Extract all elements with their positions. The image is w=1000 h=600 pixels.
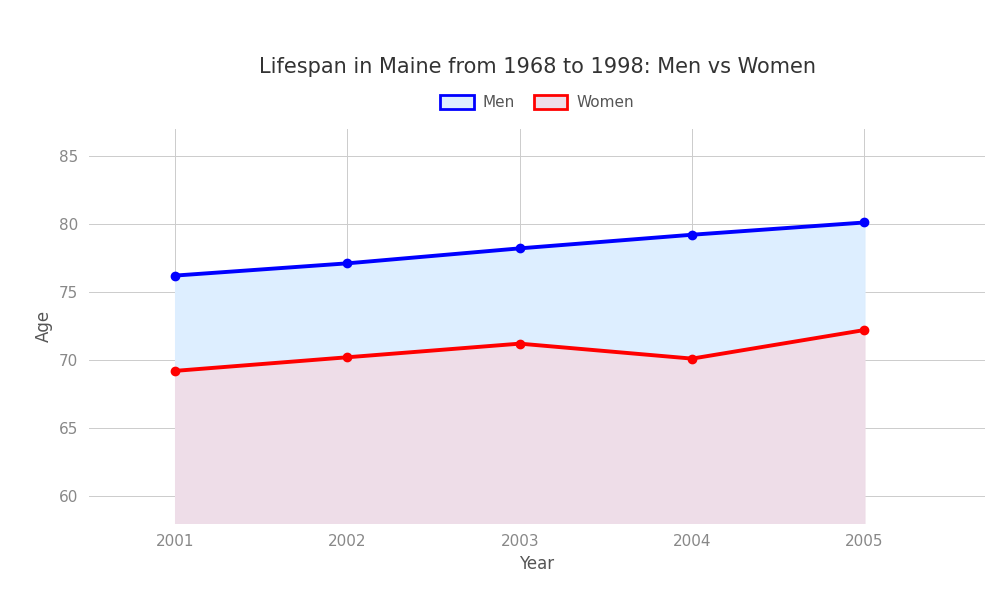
Men (341, 260, 353, 267)
Men (686, 231, 698, 238)
Men (169, 272, 181, 279)
Women (169, 367, 181, 374)
Title: Lifespan in Maine from 1968 to 1998: Men vs Women: Lifespan in Maine from 1968 to 1998: Men… (259, 57, 816, 77)
Y-axis label: Age: Age (35, 310, 53, 342)
Men (514, 245, 526, 252)
Men (858, 219, 870, 226)
Line: Men: Men (171, 218, 869, 280)
Women (514, 340, 526, 347)
Women (341, 353, 353, 361)
Women (686, 355, 698, 362)
Legend: Men, Women: Men, Women (434, 89, 640, 116)
Line: Women: Women (171, 326, 869, 375)
X-axis label: Year: Year (519, 555, 555, 573)
Women (858, 326, 870, 334)
